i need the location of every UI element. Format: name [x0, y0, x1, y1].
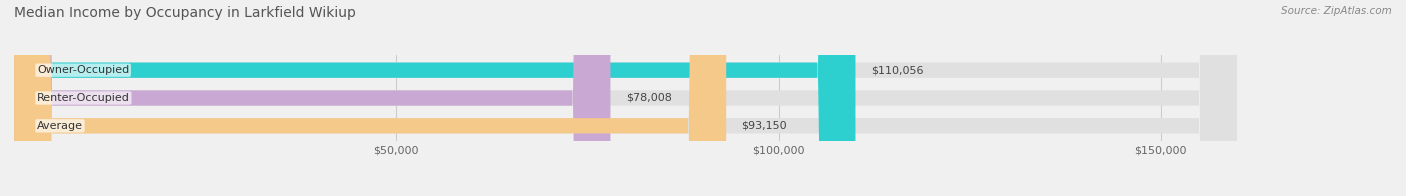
FancyBboxPatch shape — [14, 0, 1237, 196]
FancyBboxPatch shape — [14, 0, 610, 196]
Text: $78,008: $78,008 — [626, 93, 672, 103]
FancyBboxPatch shape — [14, 0, 727, 196]
FancyBboxPatch shape — [14, 0, 1237, 196]
Text: Renter-Occupied: Renter-Occupied — [37, 93, 129, 103]
Text: Owner-Occupied: Owner-Occupied — [37, 65, 129, 75]
Text: Median Income by Occupancy in Larkfield Wikiup: Median Income by Occupancy in Larkfield … — [14, 6, 356, 20]
FancyBboxPatch shape — [14, 0, 1237, 196]
Text: $110,056: $110,056 — [870, 65, 924, 75]
FancyBboxPatch shape — [14, 0, 855, 196]
Text: Source: ZipAtlas.com: Source: ZipAtlas.com — [1281, 6, 1392, 16]
Text: Average: Average — [37, 121, 83, 131]
Text: $93,150: $93,150 — [741, 121, 787, 131]
